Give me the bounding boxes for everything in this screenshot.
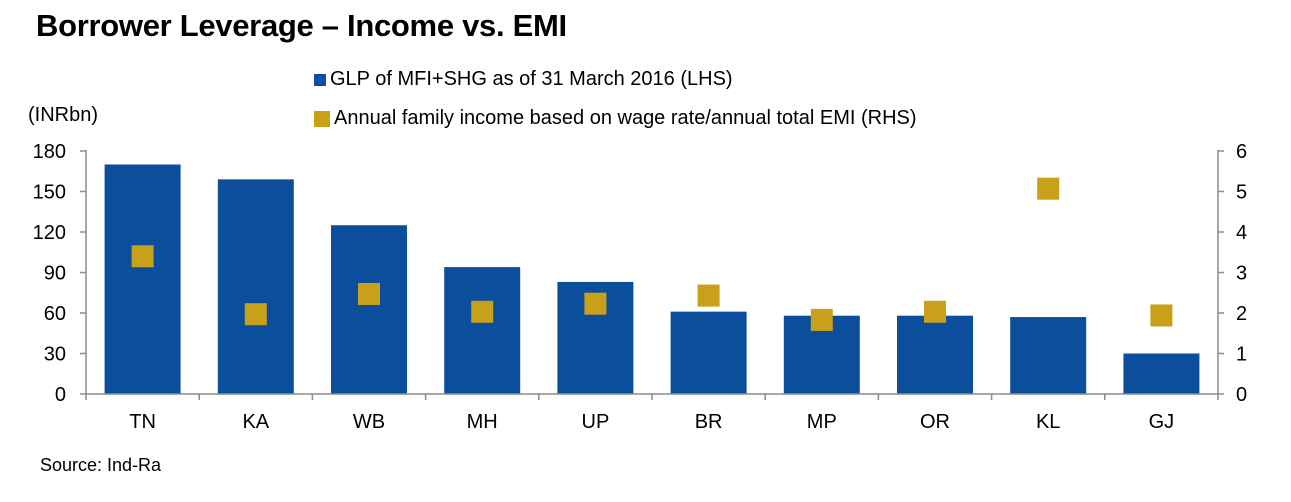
y-axis-unit-label: (INRbn) bbox=[28, 104, 99, 126]
y-right-tick-label: 0 bbox=[1236, 384, 1247, 406]
x-tick-label-wb: WB bbox=[353, 411, 385, 433]
marker-br bbox=[697, 284, 720, 307]
x-tick-label-mh: MH bbox=[467, 411, 498, 433]
x-tick-label-gj: GJ bbox=[1149, 411, 1175, 433]
marker-mh bbox=[471, 300, 494, 323]
y-left-tick-label: 60 bbox=[44, 303, 66, 325]
source-note: Source: Ind-Ra bbox=[40, 455, 162, 475]
legend-item-glp: GLP of MFI+SHG as of 31 March 2016 (LHS) bbox=[314, 68, 733, 91]
bar-gj bbox=[1123, 353, 1200, 394]
bar-tn bbox=[104, 164, 181, 394]
y-right-tick-label: 3 bbox=[1236, 263, 1247, 285]
x-tick-label-mp: MP bbox=[807, 411, 837, 433]
y-right-tick-label: 6 bbox=[1236, 141, 1247, 163]
bar-ka bbox=[217, 179, 294, 394]
bar-or bbox=[897, 315, 973, 394]
bar-mh bbox=[444, 267, 521, 394]
marker-gj bbox=[1150, 304, 1173, 327]
y-left-tick-label: 90 bbox=[44, 263, 66, 285]
y-right-tick-label: 5 bbox=[1236, 182, 1247, 204]
y-right-tick-label: 4 bbox=[1236, 222, 1247, 244]
y-left-tick-label: 0 bbox=[55, 384, 66, 406]
bar-wb bbox=[331, 225, 407, 394]
x-tick-label-tn: TN bbox=[129, 411, 156, 433]
marker-mp bbox=[810, 308, 833, 331]
marker-up bbox=[584, 292, 607, 315]
x-tick-label-or: OR bbox=[920, 411, 950, 433]
marker-or bbox=[924, 300, 946, 323]
x-tick-label-br: BR bbox=[695, 411, 723, 433]
y-right-tick-label: 2 bbox=[1236, 303, 1247, 325]
bar-br bbox=[670, 311, 747, 394]
x-tick-label-kl: KL bbox=[1036, 411, 1060, 433]
legend-label-income-emi: Annual family income based on wage rate/… bbox=[334, 107, 917, 129]
y-left-tick-label: 150 bbox=[33, 182, 66, 204]
x-tick-label-up: UP bbox=[582, 411, 610, 433]
legend-bar-swatch bbox=[314, 73, 326, 86]
bar-kl bbox=[1010, 317, 1087, 394]
x-tick-label-ka: KA bbox=[242, 411, 269, 433]
legend-label-glp: GLP of MFI+SHG as of 31 March 2016 (LHS) bbox=[330, 68, 733, 90]
marker-wb bbox=[358, 282, 380, 305]
marker-tn bbox=[131, 245, 154, 268]
y-left-tick-label: 120 bbox=[33, 222, 66, 244]
legend-marker-swatch bbox=[314, 110, 330, 127]
marker-ka bbox=[244, 303, 267, 326]
chart-title: Borrower Leverage – Income vs. EMI bbox=[36, 8, 567, 43]
y-left-tick-label: 30 bbox=[44, 344, 66, 366]
y-right-tick-label: 1 bbox=[1236, 344, 1247, 366]
legend-item-income-emi: Annual family income based on wage rate/… bbox=[314, 107, 917, 130]
marker-kl bbox=[1037, 177, 1060, 200]
y-left-tick-label: 180 bbox=[33, 141, 66, 163]
